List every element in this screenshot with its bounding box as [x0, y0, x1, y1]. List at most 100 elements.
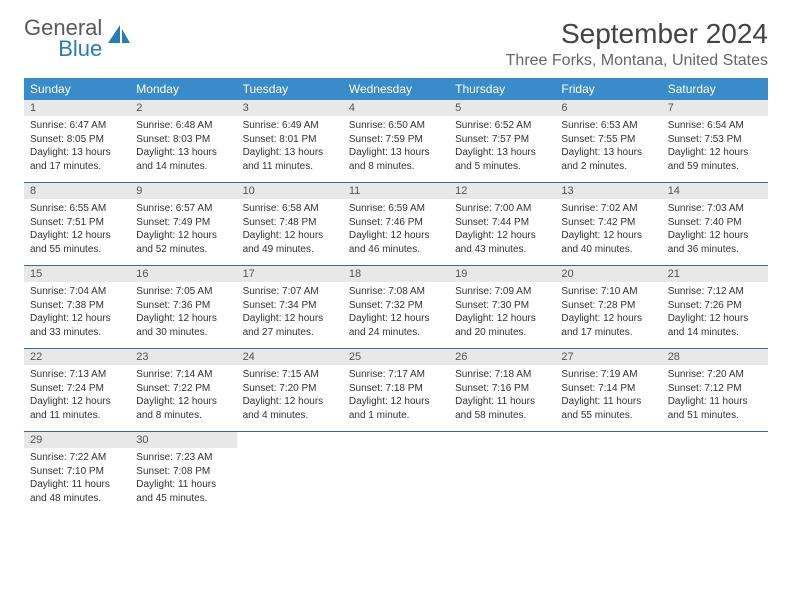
sunset-text: Sunset: 7:38 PM: [30, 299, 124, 313]
day-number: 14: [662, 183, 768, 199]
week-row: 22Sunrise: 7:13 AMSunset: 7:24 PMDayligh…: [24, 349, 768, 432]
sunrise-text: Sunrise: 7:14 AM: [136, 368, 230, 382]
title-block: September 2024 Three Forks, Montana, Uni…: [506, 18, 768, 70]
day-number: 17: [237, 266, 343, 282]
day-number: 1: [24, 100, 130, 116]
weekday-label: Thursday: [449, 78, 555, 100]
sunrise-text: Sunrise: 7:12 AM: [668, 285, 762, 299]
day-info: Sunrise: 7:04 AMSunset: 7:38 PMDaylight:…: [24, 282, 130, 345]
day-cell: 3Sunrise: 6:49 AMSunset: 8:01 PMDaylight…: [237, 100, 343, 182]
day-info: Sunrise: 6:54 AMSunset: 7:53 PMDaylight:…: [662, 116, 768, 179]
day-info: Sunrise: 6:53 AMSunset: 7:55 PMDaylight:…: [555, 116, 661, 179]
sunset-text: Sunset: 7:10 PM: [30, 465, 124, 479]
sunrise-text: Sunrise: 6:57 AM: [136, 202, 230, 216]
daylight-text: Daylight: 12 hours and 1 minute.: [349, 395, 443, 422]
sunset-text: Sunset: 7:16 PM: [455, 382, 549, 396]
day-info: Sunrise: 6:58 AMSunset: 7:48 PMDaylight:…: [237, 199, 343, 262]
day-number: 21: [662, 266, 768, 282]
day-number: 11: [343, 183, 449, 199]
daylight-text: Daylight: 12 hours and 33 minutes.: [30, 312, 124, 339]
sunrise-text: Sunrise: 7:05 AM: [136, 285, 230, 299]
day-cell: 10Sunrise: 6:58 AMSunset: 7:48 PMDayligh…: [237, 183, 343, 265]
sunset-text: Sunset: 7:55 PM: [561, 133, 655, 147]
day-cell: [555, 432, 661, 514]
daylight-text: Daylight: 13 hours and 17 minutes.: [30, 146, 124, 173]
sunset-text: Sunset: 7:08 PM: [136, 465, 230, 479]
sail-icon: [106, 23, 132, 54]
day-info: Sunrise: 7:23 AMSunset: 7:08 PMDaylight:…: [130, 448, 236, 511]
sunrise-text: Sunrise: 7:19 AM: [561, 368, 655, 382]
day-info: Sunrise: 6:47 AMSunset: 8:05 PMDaylight:…: [24, 116, 130, 179]
day-number: 5: [449, 100, 555, 116]
sunset-text: Sunset: 7:46 PM: [349, 216, 443, 230]
day-number: 25: [343, 349, 449, 365]
sunrise-text: Sunrise: 7:17 AM: [349, 368, 443, 382]
sunrise-text: Sunrise: 6:49 AM: [243, 119, 337, 133]
sunrise-text: Sunrise: 7:20 AM: [668, 368, 762, 382]
daylight-text: Daylight: 12 hours and 46 minutes.: [349, 229, 443, 256]
sunset-text: Sunset: 7:42 PM: [561, 216, 655, 230]
day-cell: 30Sunrise: 7:23 AMSunset: 7:08 PMDayligh…: [130, 432, 236, 514]
day-number: 4: [343, 100, 449, 116]
day-cell: 25Sunrise: 7:17 AMSunset: 7:18 PMDayligh…: [343, 349, 449, 431]
sunrise-text: Sunrise: 6:53 AM: [561, 119, 655, 133]
day-number: 8: [24, 183, 130, 199]
day-info: Sunrise: 7:15 AMSunset: 7:20 PMDaylight:…: [237, 365, 343, 428]
daylight-text: Daylight: 13 hours and 8 minutes.: [349, 146, 443, 173]
sunrise-text: Sunrise: 6:54 AM: [668, 119, 762, 133]
sunset-text: Sunset: 8:03 PM: [136, 133, 230, 147]
day-number: 18: [343, 266, 449, 282]
day-info: Sunrise: 7:00 AMSunset: 7:44 PMDaylight:…: [449, 199, 555, 262]
daylight-text: Daylight: 12 hours and 17 minutes.: [561, 312, 655, 339]
logo: General Blue: [24, 18, 132, 60]
sunset-text: Sunset: 7:53 PM: [668, 133, 762, 147]
day-info: Sunrise: 7:14 AMSunset: 7:22 PMDaylight:…: [130, 365, 236, 428]
day-cell: [237, 432, 343, 514]
day-cell: 20Sunrise: 7:10 AMSunset: 7:28 PMDayligh…: [555, 266, 661, 348]
sunset-text: Sunset: 7:44 PM: [455, 216, 549, 230]
week-row: 1Sunrise: 6:47 AMSunset: 8:05 PMDaylight…: [24, 100, 768, 183]
weekday-label: Sunday: [24, 78, 130, 100]
daylight-text: Daylight: 11 hours and 55 minutes.: [561, 395, 655, 422]
day-info: Sunrise: 7:20 AMSunset: 7:12 PMDaylight:…: [662, 365, 768, 428]
daylight-text: Daylight: 12 hours and 40 minutes.: [561, 229, 655, 256]
day-info: Sunrise: 7:13 AMSunset: 7:24 PMDaylight:…: [24, 365, 130, 428]
day-number: 12: [449, 183, 555, 199]
day-cell: 13Sunrise: 7:02 AMSunset: 7:42 PMDayligh…: [555, 183, 661, 265]
sunrise-text: Sunrise: 6:52 AM: [455, 119, 549, 133]
day-info: Sunrise: 7:09 AMSunset: 7:30 PMDaylight:…: [449, 282, 555, 345]
sunset-text: Sunset: 7:48 PM: [243, 216, 337, 230]
sunrise-text: Sunrise: 7:03 AM: [668, 202, 762, 216]
daylight-text: Daylight: 12 hours and 43 minutes.: [455, 229, 549, 256]
day-cell: 29Sunrise: 7:22 AMSunset: 7:10 PMDayligh…: [24, 432, 130, 514]
day-cell: 15Sunrise: 7:04 AMSunset: 7:38 PMDayligh…: [24, 266, 130, 348]
day-number: 19: [449, 266, 555, 282]
day-number: 24: [237, 349, 343, 365]
day-info: Sunrise: 6:50 AMSunset: 7:59 PMDaylight:…: [343, 116, 449, 179]
sunset-text: Sunset: 8:01 PM: [243, 133, 337, 147]
day-cell: 24Sunrise: 7:15 AMSunset: 7:20 PMDayligh…: [237, 349, 343, 431]
sunrise-text: Sunrise: 7:22 AM: [30, 451, 124, 465]
day-number: 23: [130, 349, 236, 365]
day-number: 7: [662, 100, 768, 116]
sunrise-text: Sunrise: 6:50 AM: [349, 119, 443, 133]
daylight-text: Daylight: 12 hours and 24 minutes.: [349, 312, 443, 339]
sunrise-text: Sunrise: 6:55 AM: [30, 202, 124, 216]
day-number: 28: [662, 349, 768, 365]
daylight-text: Daylight: 11 hours and 45 minutes.: [136, 478, 230, 505]
daylight-text: Daylight: 12 hours and 36 minutes.: [668, 229, 762, 256]
day-number: 16: [130, 266, 236, 282]
sunrise-text: Sunrise: 7:08 AM: [349, 285, 443, 299]
day-number: 10: [237, 183, 343, 199]
sunset-text: Sunset: 7:20 PM: [243, 382, 337, 396]
day-info: Sunrise: 7:08 AMSunset: 7:32 PMDaylight:…: [343, 282, 449, 345]
day-info: Sunrise: 6:48 AMSunset: 8:03 PMDaylight:…: [130, 116, 236, 179]
day-cell: [343, 432, 449, 514]
day-number: 15: [24, 266, 130, 282]
day-info: Sunrise: 6:59 AMSunset: 7:46 PMDaylight:…: [343, 199, 449, 262]
daylight-text: Daylight: 12 hours and 20 minutes.: [455, 312, 549, 339]
sunset-text: Sunset: 7:40 PM: [668, 216, 762, 230]
daylight-text: Daylight: 12 hours and 8 minutes.: [136, 395, 230, 422]
day-number: 2: [130, 100, 236, 116]
day-cell: 28Sunrise: 7:20 AMSunset: 7:12 PMDayligh…: [662, 349, 768, 431]
